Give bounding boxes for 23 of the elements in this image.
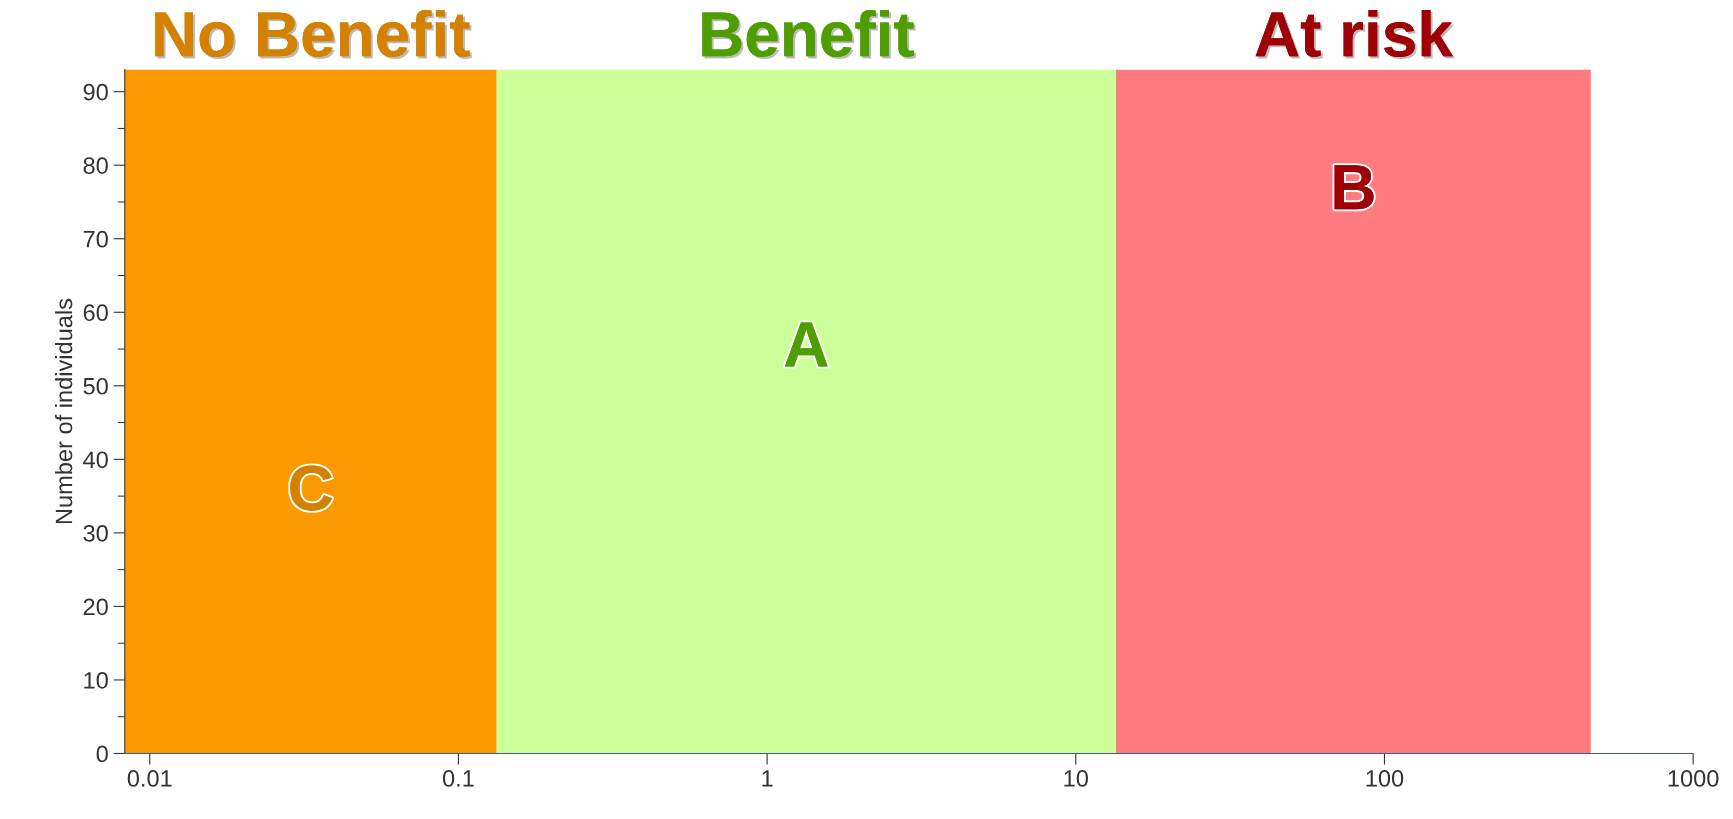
y-tick-label: 0 <box>96 745 108 763</box>
y-tick-label: 60 <box>83 304 108 322</box>
band-label: Benefit <box>702 10 916 60</box>
annotation: A <box>784 322 828 367</box>
y-tick-label: 40 <box>83 451 108 469</box>
y-tick-label: 10 <box>84 672 108 689</box>
y-tick-label: 70 <box>83 230 108 248</box>
x-tick-label: 10 <box>1064 770 1088 787</box>
y-axis-title: Number of individuals <box>54 298 73 524</box>
annotation: C <box>290 465 333 511</box>
x-tick-label: 1000 <box>1668 770 1719 787</box>
band-label: At risk <box>1255 10 1455 60</box>
y-tick-label: 50 <box>83 377 108 395</box>
y-tick-label: 80 <box>83 157 108 174</box>
x-tick-label: 0.01 <box>127 770 172 787</box>
y-tick-label: 20 <box>83 598 108 616</box>
y-tick-label: 30 <box>83 524 108 542</box>
annotation: B <box>1334 165 1374 210</box>
x-tick-label: 100 <box>1366 770 1404 787</box>
x-tick-label: 1 <box>762 770 773 787</box>
y-tick-label: 90 <box>83 83 108 101</box>
band-label: No Benefit <box>155 10 472 60</box>
x-tick-label: 0.1 <box>442 770 474 787</box>
